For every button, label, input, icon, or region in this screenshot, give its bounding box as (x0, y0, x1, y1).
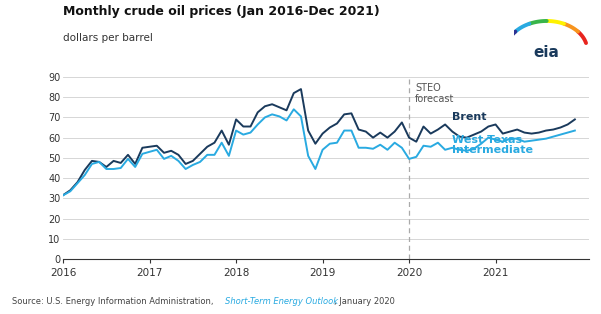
Text: , January 2020: , January 2020 (334, 297, 394, 306)
Text: Source: U.S. Energy Information Administration,: Source: U.S. Energy Information Administ… (12, 297, 216, 306)
Text: Brent: Brent (453, 112, 487, 122)
Text: Short-Term Energy Outlook: Short-Term Energy Outlook (225, 297, 338, 306)
Text: Monthly crude oil prices (Jan 2016-Dec 2021): Monthly crude oil prices (Jan 2016-Dec 2… (63, 5, 380, 18)
Text: dollars per barrel: dollars per barrel (63, 33, 153, 43)
Text: eia: eia (534, 45, 560, 60)
Text: West Texas: West Texas (453, 135, 522, 145)
Text: Intermediate: Intermediate (453, 145, 533, 155)
Text: STEO: STEO (415, 83, 441, 93)
Text: forecast: forecast (415, 94, 454, 104)
